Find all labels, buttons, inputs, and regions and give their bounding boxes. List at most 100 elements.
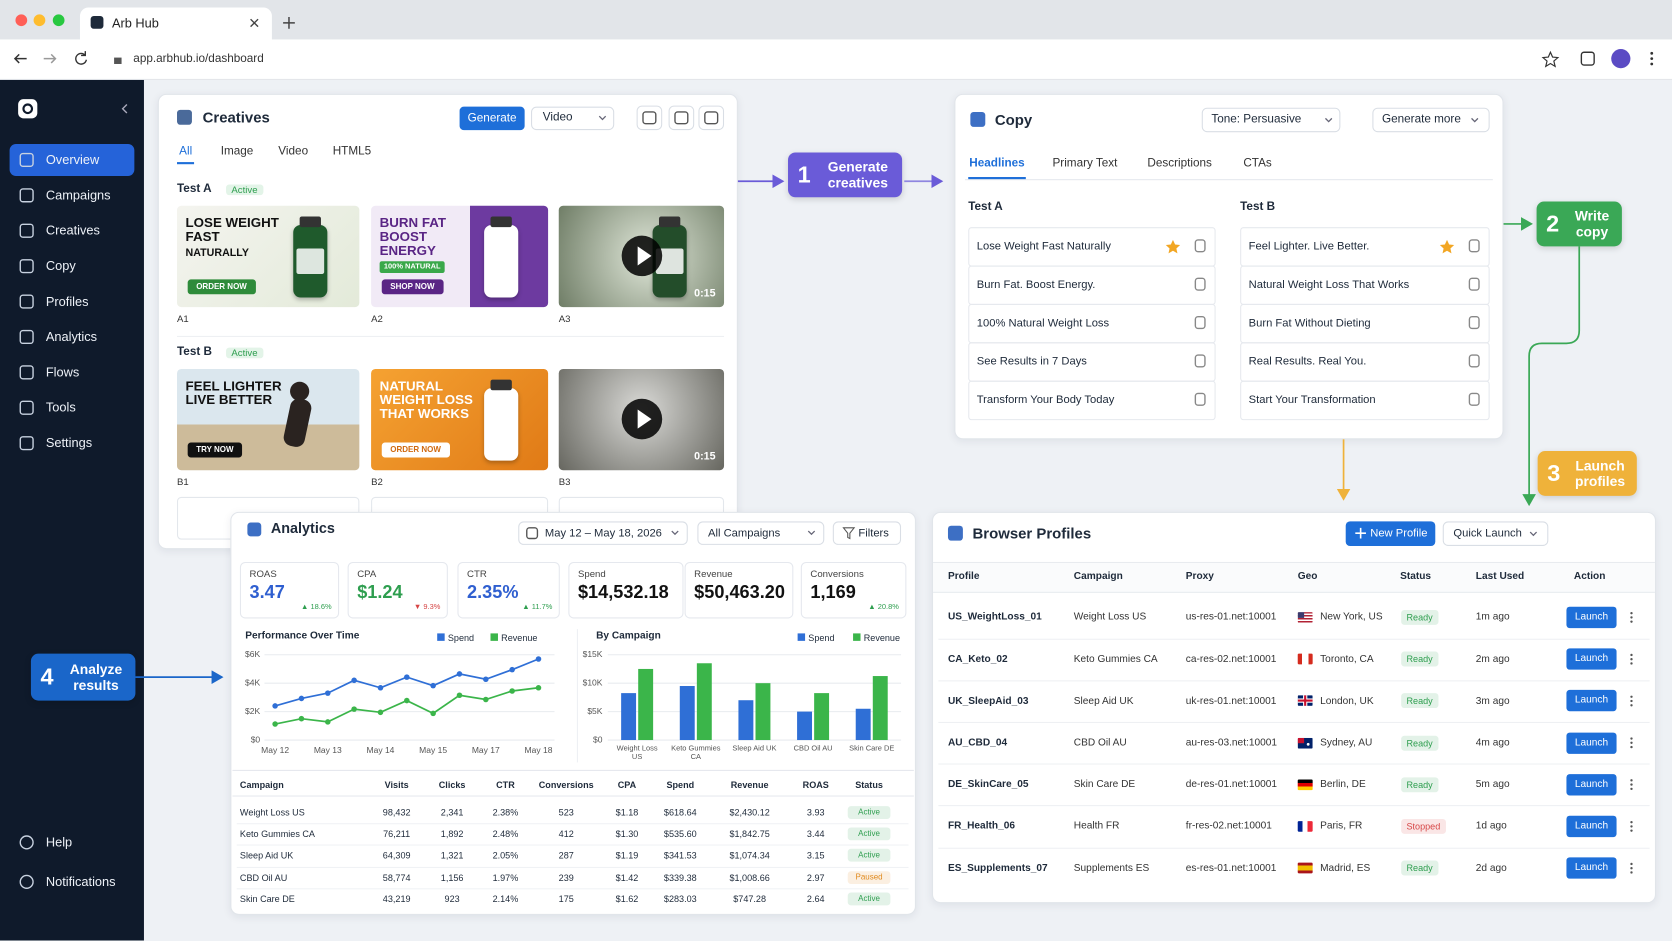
table-cell: 523: [558, 807, 574, 818]
row-divider: [938, 805, 1650, 807]
creative-thumbnail[interactable]: NATURAL WEIGHT LOSS THAT WORKS ORDER NOW: [371, 368, 549, 471]
headline[interactable]: Real Results. Real You.: [1248, 354, 1367, 368]
nav-item[interactable]: Help: [45, 834, 73, 850]
headline[interactable]: Burn Fat Without Dieting: [1248, 316, 1371, 330]
last-used: 4m ago: [1475, 736, 1510, 749]
tab[interactable]: Headlines: [969, 157, 1025, 170]
nav-item[interactable]: Analytics: [45, 329, 98, 345]
table-cell: $1.30: [615, 828, 639, 840]
headline[interactable]: 100% Natural Weight Loss: [976, 316, 1110, 330]
launch-button[interactable]: Launch: [1566, 815, 1617, 838]
row-divider: [236, 866, 909, 868]
nav-item[interactable]: Overview: [45, 152, 100, 168]
nav-item[interactable]: Settings: [45, 435, 93, 451]
nav-item[interactable]: Campaigns: [45, 187, 111, 203]
quick-launch-label[interactable]: Quick Launch: [1453, 526, 1522, 540]
tab[interactable]: Primary Text: [1052, 157, 1118, 170]
panel-title: Analytics: [270, 520, 335, 537]
status-pill: Active: [847, 892, 891, 906]
headline[interactable]: Lose Weight Fast Naturally: [976, 239, 1111, 253]
nav-item[interactable]: Creatives: [45, 223, 100, 238]
creative-thumbnail[interactable]: BURN FAT BOOST ENERGY 100% NATURAL SHOP NO…: [371, 205, 549, 308]
step-label: Launch profiles: [1574, 457, 1626, 490]
thumb-headline: BURN FAT BOOST ENERGY: [379, 215, 447, 259]
launch-button[interactable]: Launch: [1566, 648, 1617, 670]
table-cell: 1.97%: [492, 871, 519, 883]
kpi-label: CPA: [357, 568, 377, 580]
tab[interactable]: HTML5: [332, 145, 372, 159]
thumb-cta[interactable]: TRY NOW: [187, 442, 243, 458]
generate-button[interactable]: Generate: [459, 106, 525, 131]
view-toggle[interactable]: [668, 105, 695, 131]
last-used: 1d ago: [1475, 820, 1507, 833]
view-toggle[interactable]: [698, 105, 725, 131]
kpi-value: 2.35%: [467, 582, 519, 603]
table-cell: 1,892: [440, 828, 464, 840]
campaign-filter[interactable]: All Campaigns: [708, 526, 781, 540]
nav-item[interactable]: Profiles: [45, 293, 89, 309]
step-number: 1: [797, 161, 811, 188]
campaign-select[interactable]: [697, 521, 825, 545]
nav-item[interactable]: Flows: [45, 364, 80, 380]
bottle-label: [487, 411, 516, 438]
thumb-cta[interactable]: SHOP NOW: [381, 279, 444, 295]
tone-select[interactable]: [1201, 107, 1341, 133]
proxy: ca-res-02.net:10001: [1185, 653, 1277, 665]
generate-more[interactable]: [1372, 107, 1490, 133]
status-badge: Active: [226, 184, 263, 196]
nav-item[interactable]: Tools: [45, 400, 76, 416]
table-cell: 2.14%: [492, 893, 519, 905]
view-toggle[interactable]: [636, 105, 663, 131]
creative-thumbnail[interactable]: 0:15: [558, 368, 725, 471]
x-tick-label: Skin Care DE: [849, 745, 895, 753]
headline[interactable]: See Results in 7 Days: [976, 354, 1087, 368]
headline[interactable]: Natural Weight Loss That Works: [1248, 277, 1410, 291]
launch-button[interactable]: Launch: [1566, 773, 1617, 796]
tab[interactable]: CTAs: [1243, 157, 1272, 170]
creative-thumbnail[interactable]: FEEL LIGHTER LIVE BETTER TRY NOW: [177, 368, 360, 471]
flag: [1297, 862, 1313, 874]
launch-button[interactable]: Launch: [1566, 606, 1617, 629]
browser-tab[interactable]: [79, 7, 272, 40]
format-label[interactable]: Video: [542, 111, 573, 125]
new-profile-label[interactable]: New Profile: [1370, 526, 1428, 540]
tone[interactable]: Tone: Persuasive: [1211, 113, 1302, 127]
thumb-cta[interactable]: ORDER NOW: [381, 442, 450, 458]
table-cell: 2.38%: [492, 807, 519, 818]
bottle-label: [296, 248, 325, 275]
creatives-panel: [157, 93, 738, 550]
nav-item[interactable]: Copy: [45, 258, 76, 274]
launch-button[interactable]: Launch: [1566, 857, 1617, 879]
headline[interactable]: Transform Your Body Today: [976, 393, 1115, 406]
launch-button[interactable]: Launch: [1566, 732, 1617, 754]
url[interactable]: app.arbhub.io/dashboard: [133, 52, 264, 66]
headline[interactable]: Feel Lighter. Live Better.: [1248, 239, 1370, 253]
generate-more-label[interactable]: Generate more: [1381, 113, 1461, 127]
filters[interactable]: Filters: [858, 526, 889, 540]
thumb-cta[interactable]: ORDER NOW: [187, 279, 256, 295]
creative-thumbnail[interactable]: LOSE WEIGHT FAST NATURALLY ORDER NOW: [177, 205, 360, 308]
tab[interactable]: Descriptions: [1147, 157, 1212, 170]
tab[interactable]: Video: [278, 145, 309, 159]
tab[interactable]: All: [179, 145, 193, 159]
table-cell: $339.38: [663, 871, 697, 883]
avatar[interactable]: U: [1616, 52, 1625, 64]
geo: Berlin, DE: [1320, 778, 1366, 791]
tab[interactable]: Image: [220, 145, 254, 159]
date-select[interactable]: [518, 521, 688, 545]
launch-button[interactable]: Launch: [1566, 690, 1617, 712]
nav-item[interactable]: Notifications: [45, 874, 116, 890]
date-range[interactable]: May 12 – May 18, 2026: [544, 526, 662, 540]
table-cell: 1,321: [440, 850, 464, 861]
status-pill: Active: [847, 827, 891, 841]
proxy: de-res-01.net:10001: [1185, 778, 1277, 791]
status-pill: Active: [847, 806, 891, 819]
creative-thumbnail[interactable]: 0:15: [558, 205, 725, 308]
row-divider: [938, 680, 1650, 682]
status-pill: Active: [847, 849, 891, 863]
format-select[interactable]: [531, 106, 615, 131]
headline[interactable]: Start Your Transformation: [1248, 393, 1376, 406]
tab-title[interactable]: Arb Hub: [111, 15, 159, 31]
headline[interactable]: Burn Fat. Boost Energy.: [976, 277, 1096, 291]
proxy: uk-res-01.net:10001: [1185, 694, 1277, 707]
